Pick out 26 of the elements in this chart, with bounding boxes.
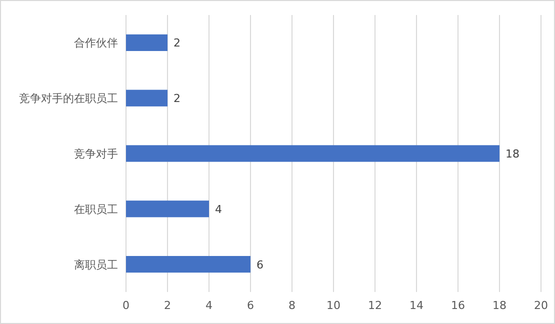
x-tick-label: 10	[326, 299, 340, 312]
data-label: 2	[174, 36, 180, 50]
x-tick-label: 6	[247, 299, 254, 312]
bar	[126, 145, 500, 162]
x-tick-label: 20	[534, 299, 548, 312]
x-tick-label: 18	[492, 299, 506, 312]
x-tick-label: 16	[451, 299, 465, 312]
bar	[126, 200, 209, 218]
x-tick-label: 12	[368, 299, 382, 312]
x-tick-label: 0	[122, 299, 130, 312]
y-tick-label: 竞争对手	[74, 148, 118, 160]
data-label: 6	[256, 258, 264, 272]
x-tick-label: 4	[206, 299, 212, 312]
x-tick-label: 8	[288, 299, 296, 312]
x-tick-label: 14	[410, 299, 424, 312]
data-label: 18	[506, 148, 520, 160]
data-label: 4	[215, 202, 222, 216]
bar	[126, 34, 168, 52]
x-tick-label: 2	[164, 299, 171, 312]
y-tick-label: 在职员工	[74, 202, 118, 216]
y-tick-label: 离职员工	[74, 258, 118, 272]
y-tick-label: 竞争对手的在职员工	[19, 92, 118, 106]
y-tick-label: 合作伙伴	[74, 36, 118, 50]
data-label: 2	[174, 92, 180, 106]
bar	[126, 256, 250, 273]
bar	[126, 90, 168, 106]
